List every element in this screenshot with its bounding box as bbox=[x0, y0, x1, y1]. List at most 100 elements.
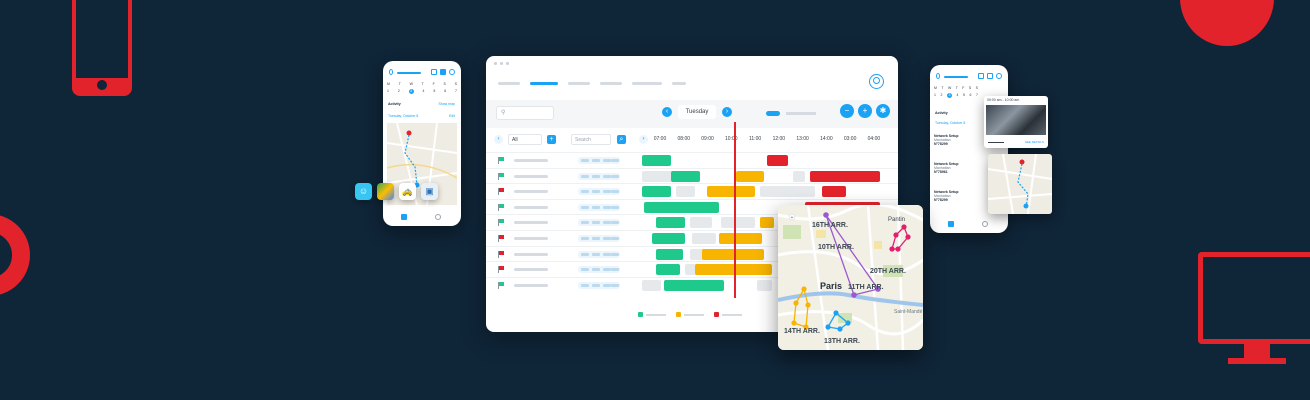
event-block-grey[interactable] bbox=[721, 217, 755, 229]
event-block-grey[interactable] bbox=[759, 186, 815, 198]
list-item[interactable]: Network Setup Manhattan N°78299 bbox=[934, 134, 986, 146]
event-block-grey[interactable] bbox=[690, 248, 712, 260]
view-toggle[interactable] bbox=[766, 111, 780, 116]
weekday-label: T bbox=[955, 86, 958, 90]
event-block-yellow[interactable] bbox=[718, 232, 762, 244]
event-block-green[interactable] bbox=[644, 201, 719, 213]
zoom-out-icon[interactable]: − bbox=[840, 104, 854, 118]
gear-icon[interactable]: ✱ bbox=[876, 104, 890, 118]
date-cell[interactable]: 3 bbox=[947, 93, 952, 98]
event-block-grey[interactable] bbox=[690, 217, 712, 229]
timeline-next-button[interactable]: › bbox=[639, 135, 648, 144]
event-block-green[interactable] bbox=[642, 155, 671, 166]
event-block-green[interactable] bbox=[651, 232, 686, 244]
show-map-link[interactable]: Show map bbox=[438, 102, 455, 106]
event-block-grey[interactable] bbox=[642, 170, 695, 182]
date-cell[interactable]: 7 bbox=[455, 89, 457, 93]
date-cell[interactable]: 6 bbox=[969, 93, 972, 97]
date-cell[interactable]: 2 bbox=[940, 93, 943, 97]
date-cell[interactable]: 1 bbox=[934, 93, 936, 97]
settings-icon[interactable] bbox=[996, 73, 1002, 79]
date-cell[interactable]: 7 bbox=[976, 93, 978, 97]
edit-link[interactable]: Edit bbox=[448, 114, 455, 118]
event-block-red[interactable] bbox=[810, 170, 880, 182]
nav-item-5[interactable] bbox=[632, 82, 662, 85]
event-block-grey[interactable] bbox=[685, 264, 702, 276]
table-row[interactable] bbox=[486, 183, 898, 199]
table-row[interactable] bbox=[486, 214, 898, 230]
profile-icon[interactable] bbox=[389, 69, 393, 75]
nav-item-4[interactable] bbox=[600, 82, 622, 85]
event-block-yellow[interactable] bbox=[735, 170, 765, 182]
event-block-green[interactable] bbox=[656, 264, 681, 276]
nav-item-3[interactable] bbox=[568, 82, 590, 85]
event-block-yellow[interactable] bbox=[702, 248, 765, 260]
list-icon[interactable] bbox=[978, 73, 984, 79]
event-block-red[interactable] bbox=[822, 186, 846, 198]
event-block-yellow[interactable] bbox=[759, 217, 774, 229]
tab-calendar-icon[interactable] bbox=[401, 214, 407, 220]
tab-profile-icon[interactable] bbox=[435, 214, 441, 220]
mappy-icon[interactable]: ▣ bbox=[421, 183, 438, 200]
table-row[interactable] bbox=[486, 229, 898, 246]
table-row[interactable] bbox=[486, 276, 898, 293]
event-block-green[interactable] bbox=[656, 217, 686, 229]
event-block-grey[interactable] bbox=[757, 279, 772, 291]
user-avatar-icon[interactable] bbox=[869, 74, 884, 89]
date-cell[interactable]: 1 bbox=[387, 89, 389, 93]
event-block-green[interactable] bbox=[656, 248, 683, 260]
date-filter[interactable]: Tuesday, October 8 bbox=[935, 121, 966, 125]
event-block-grey[interactable] bbox=[675, 186, 695, 198]
google-maps-icon[interactable] bbox=[377, 183, 394, 200]
route-map-card[interactable]: + 16TH ARR. 10TH ARR. Pantin Paris 20TH … bbox=[778, 205, 923, 350]
add-filter-button[interactable]: + bbox=[547, 135, 556, 144]
settings-icon[interactable] bbox=[449, 69, 455, 75]
zoom-in-icon[interactable]: + bbox=[858, 104, 872, 118]
profile-icon[interactable] bbox=[936, 73, 940, 79]
event-block-yellow[interactable] bbox=[706, 186, 755, 198]
waze-icon[interactable]: ☺ bbox=[355, 183, 372, 200]
event-block-grey[interactable] bbox=[692, 232, 717, 244]
event-block-red[interactable] bbox=[766, 155, 789, 166]
taxi-icon[interactable]: 🚕 bbox=[399, 183, 416, 200]
date-cell[interactable]: 6 bbox=[444, 89, 447, 93]
phone-route-map[interactable] bbox=[386, 122, 458, 206]
event-block-grey[interactable] bbox=[793, 170, 806, 182]
event-block-green[interactable] bbox=[663, 279, 724, 291]
phone-route-map-small[interactable] bbox=[988, 154, 1052, 214]
tab-calendar-icon[interactable] bbox=[948, 221, 954, 227]
date-cell[interactable]: 2 bbox=[397, 89, 400, 93]
view-options[interactable] bbox=[786, 112, 816, 115]
list-item[interactable]: Network Setup Manhattan N°78961 bbox=[934, 162, 986, 174]
nav-item-1[interactable] bbox=[498, 82, 520, 85]
calendar-icon[interactable] bbox=[987, 73, 993, 79]
list-item[interactable]: Network Setup Manhattan N°78299 bbox=[934, 190, 986, 202]
nav-item-active[interactable] bbox=[530, 82, 558, 85]
event-block-yellow[interactable] bbox=[694, 264, 772, 276]
date-cell[interactable]: 3 bbox=[408, 89, 414, 94]
date-cell[interactable]: 5 bbox=[963, 93, 965, 97]
date-cell[interactable]: 5 bbox=[433, 89, 436, 93]
timeline-search-input[interactable]: Search bbox=[571, 134, 611, 145]
table-row[interactable] bbox=[486, 245, 898, 262]
search-button[interactable]: ⌕ bbox=[617, 135, 626, 144]
event-block-grey[interactable] bbox=[642, 279, 662, 291]
table-row[interactable] bbox=[486, 152, 898, 168]
date-cell[interactable]: 4 bbox=[422, 89, 425, 93]
see-details-link[interactable]: SEE DETAILS bbox=[1024, 140, 1044, 144]
tab-profile-icon[interactable] bbox=[982, 221, 988, 227]
calendar-icon[interactable] bbox=[440, 69, 446, 75]
resource-search-input[interactable]: ⚲ bbox=[496, 106, 554, 120]
list-icon[interactable] bbox=[431, 69, 437, 75]
date-cell[interactable]: 4 bbox=[956, 93, 959, 97]
next-day-button[interactable]: › bbox=[722, 107, 732, 117]
filter-select[interactable]: All bbox=[508, 134, 542, 145]
table-row[interactable] bbox=[486, 261, 898, 277]
date-filter[interactable]: Tuesday, October 8 bbox=[388, 114, 419, 118]
event-block-green[interactable] bbox=[642, 186, 671, 198]
prev-day-button[interactable]: ‹ bbox=[662, 107, 672, 117]
table-row[interactable] bbox=[486, 167, 898, 184]
nav-item-6[interactable] bbox=[672, 82, 686, 85]
event-block-green[interactable] bbox=[670, 170, 700, 182]
timeline-prev-button[interactable]: ‹ bbox=[494, 135, 503, 144]
